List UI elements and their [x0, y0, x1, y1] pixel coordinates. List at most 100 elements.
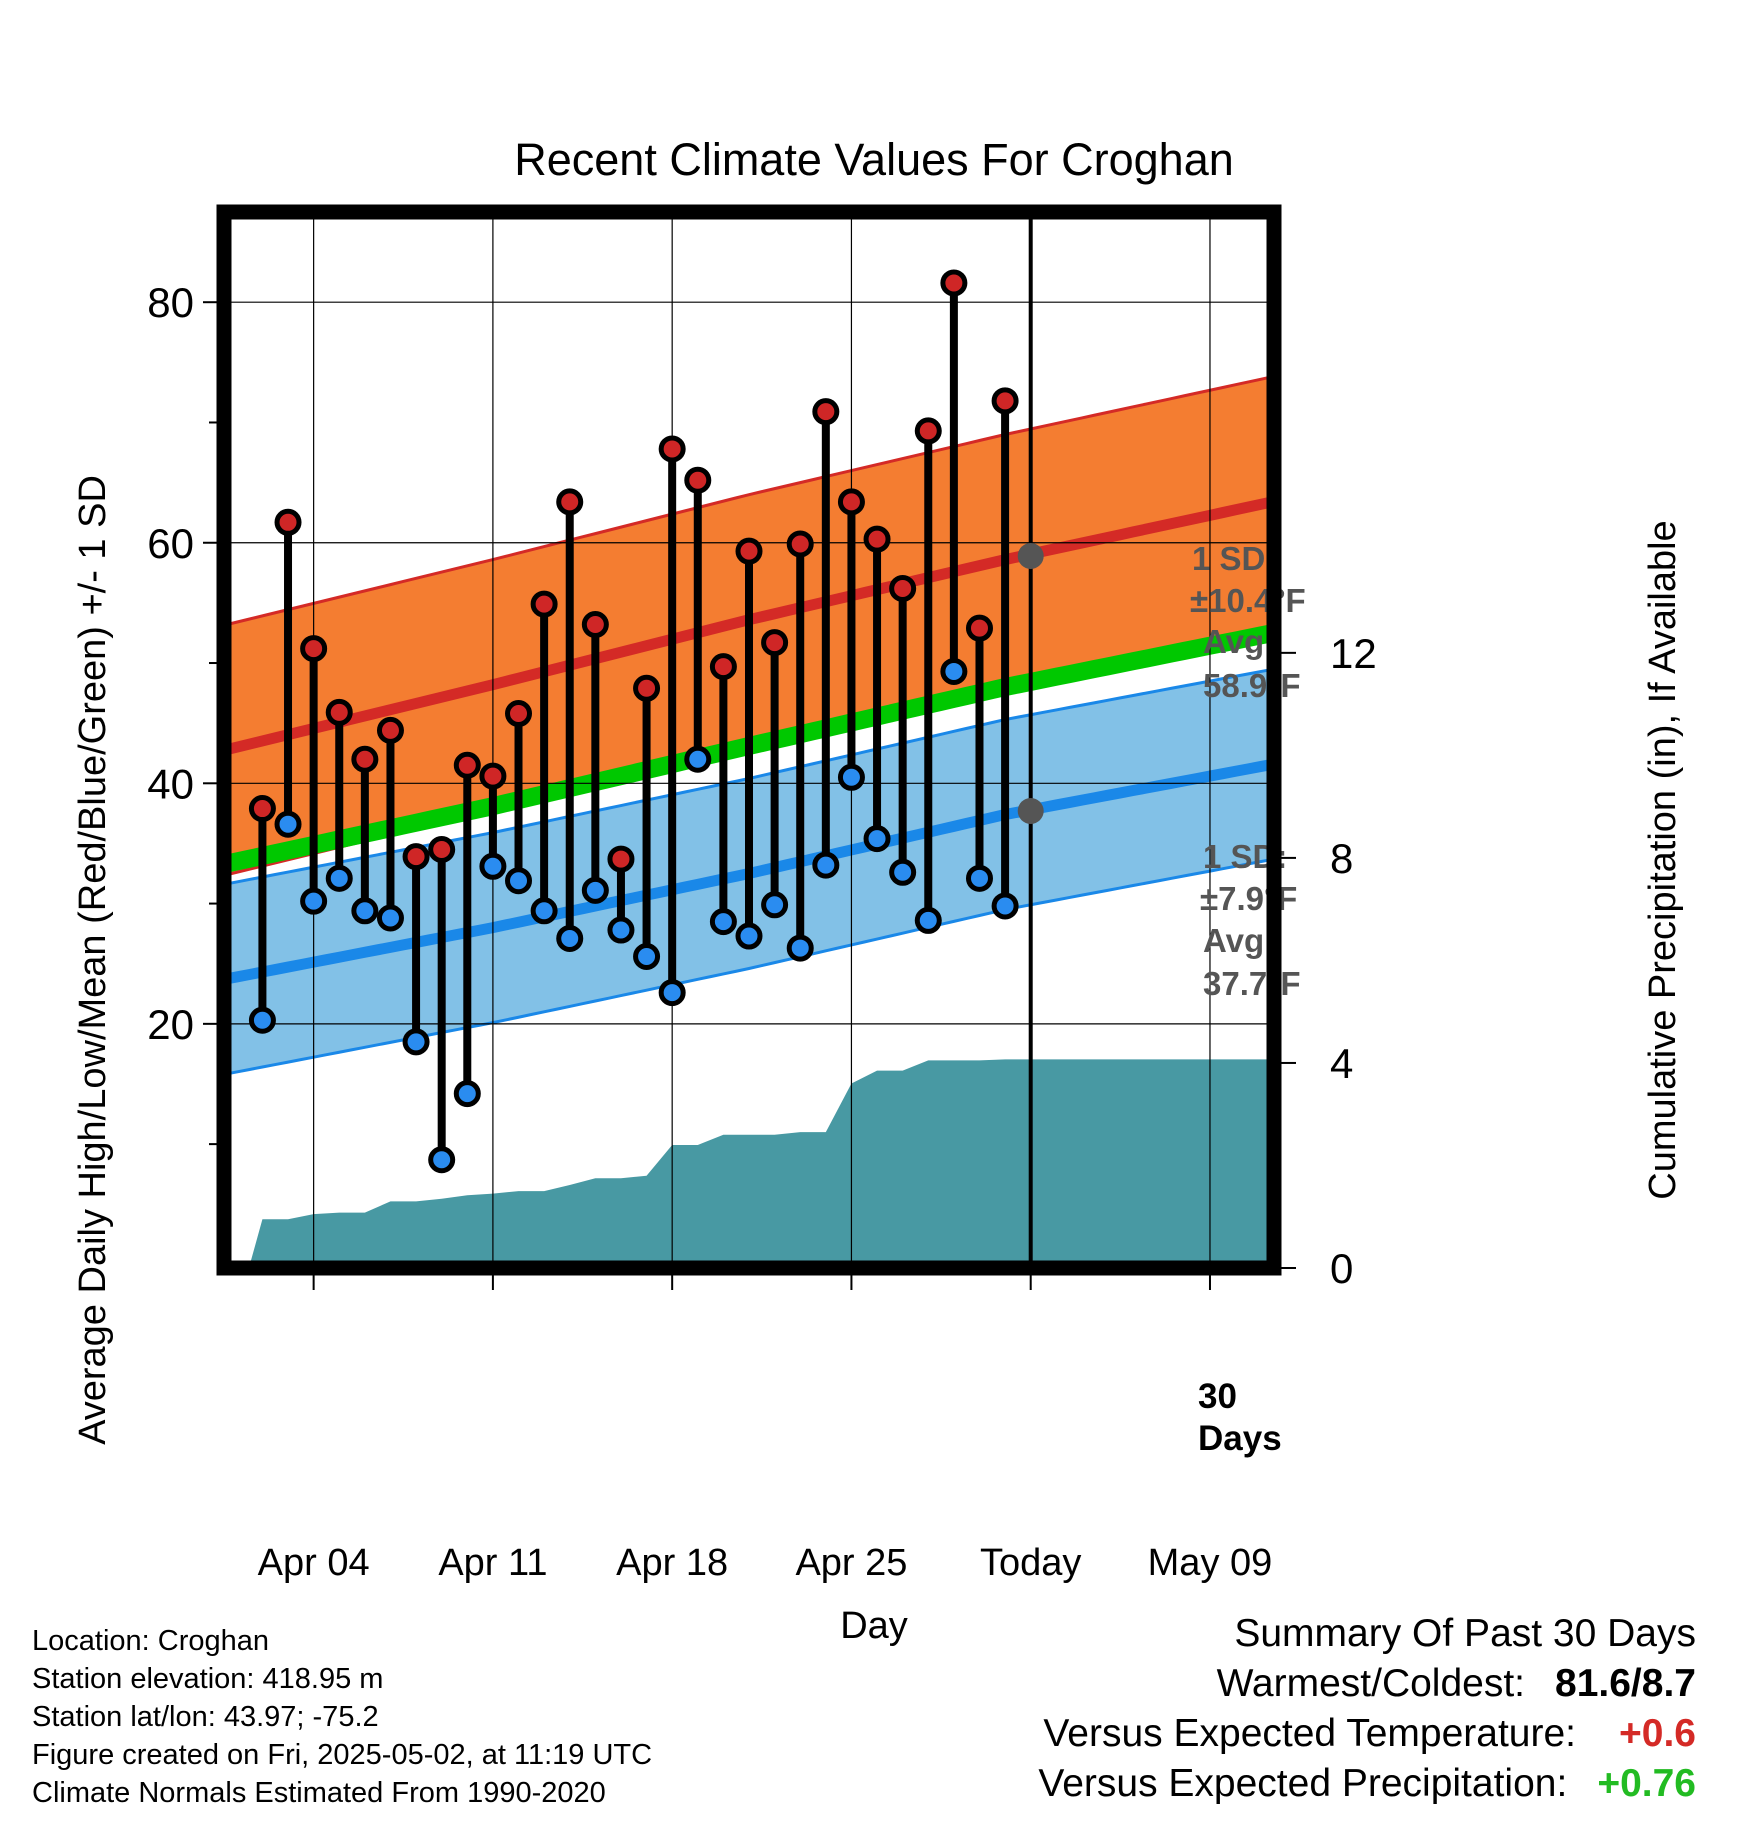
normals-text: Climate Normals Estimated From 1990-2020	[32, 1777, 606, 1809]
warm-cold-label: Warmest/Coldest:	[1216, 1662, 1526, 1705]
daily-high-point	[940, 269, 968, 297]
daily-high-point	[709, 653, 737, 681]
location-text: Location: Croghan	[32, 1625, 269, 1657]
daily-low-point	[607, 916, 635, 944]
daily-high-point	[325, 698, 353, 726]
daily-low-point	[581, 876, 609, 904]
daily-low-point	[940, 657, 968, 685]
daily-low-point	[709, 908, 737, 936]
y-tick-label-left: 20	[147, 1001, 194, 1048]
high-sd-label: 1 SD:	[1192, 540, 1276, 577]
x-tick-label: Apr 04	[258, 1542, 370, 1584]
y-tick-label-left: 80	[147, 279, 194, 326]
daily-high-point	[786, 530, 814, 558]
daily-high-point	[351, 745, 379, 773]
daily-low-point	[633, 942, 661, 970]
y-tick-label-left: 60	[147, 520, 194, 567]
daily-low-point	[658, 979, 686, 1007]
daily-low-point	[812, 851, 840, 879]
daily-high-point	[274, 508, 302, 536]
station-info: Location: Croghan Station elevation: 418…	[32, 1622, 652, 1812]
x-tick-label: Apr 25	[795, 1542, 907, 1584]
low-avg-value: 37.7°F	[1203, 965, 1301, 1002]
temp-anomaly-label: Versus Expected Temperature:	[1043, 1712, 1576, 1755]
plot-frame	[216, 204, 1282, 1276]
days-word-label: Days	[1198, 1419, 1282, 1458]
daily-low-point	[556, 924, 584, 952]
daily-high-point	[607, 845, 635, 873]
daily-low-point	[530, 897, 558, 925]
daily-high-point	[658, 435, 686, 463]
y-tick-label-right: 12	[1330, 630, 1377, 677]
low-sd-value: ±7.9°F	[1200, 880, 1297, 917]
x-tick-label: Today	[980, 1542, 1081, 1584]
daily-high-point	[735, 537, 763, 565]
daily-low-point	[505, 867, 533, 895]
daily-high-point	[914, 417, 942, 445]
days-count-label: 30	[1198, 1377, 1237, 1416]
daily-high-point	[684, 466, 712, 494]
daily-high-point	[505, 700, 533, 728]
daily-high-point	[633, 674, 661, 702]
daily-high-point	[453, 751, 481, 779]
daily-high-point	[428, 835, 456, 863]
today-low-avg-marker	[1017, 797, 1044, 824]
summary-title: Summary Of Past 30 Days	[1234, 1612, 1696, 1655]
high-avg-label: Avg:	[1203, 623, 1275, 660]
precip-area	[224, 1059, 1274, 1268]
daily-low-point	[761, 891, 789, 919]
temp-anomaly-value: +0.6	[1619, 1712, 1696, 1755]
daily-low-point	[991, 892, 1019, 920]
low-avg-label: Avg:	[1203, 922, 1275, 959]
precip-anomaly-value: +0.76	[1597, 1762, 1696, 1805]
daily-high-point	[556, 488, 584, 516]
high-avg-value: 58.9°F	[1203, 667, 1301, 704]
daily-high-point	[837, 488, 865, 516]
daily-high-point	[248, 795, 276, 823]
daily-high-point	[402, 843, 430, 871]
daily-low-point	[914, 906, 942, 934]
daily-low-point	[300, 887, 328, 915]
daily-low-point	[735, 922, 763, 950]
daily-high-point	[530, 590, 558, 618]
daily-low-point	[248, 1006, 276, 1034]
daily-low-point	[684, 745, 712, 773]
warm-cold-value: 81.6/8.7	[1555, 1662, 1696, 1705]
today-high-avg-marker	[1017, 542, 1044, 569]
x-tick-label: Apr 18	[616, 1542, 728, 1584]
latlon-text: Station lat/lon: 43.97; -75.2	[32, 1701, 379, 1733]
daily-low-point	[351, 897, 379, 925]
daily-low-point	[889, 858, 917, 886]
daily-low-point	[965, 864, 993, 892]
y-axis-label-left: Average Daily High/Low/Mean (Red/Blue/Gr…	[72, 475, 114, 1445]
x-tick-label: Apr 11	[438, 1542, 547, 1584]
daily-low-point	[428, 1146, 456, 1174]
elevation-text: Station elevation: 418.95 m	[32, 1663, 384, 1695]
y-axis-label-right: Cumulative Precipitation (in), If Availa…	[1642, 520, 1684, 1199]
created-text: Figure created on Fri, 2025-05-02, at 11…	[32, 1739, 653, 1771]
precip-anomaly-label: Versus Expected Precipitation:	[1038, 1762, 1568, 1805]
y-tick-label-right: 4	[1330, 1040, 1353, 1087]
daily-low-point	[479, 852, 507, 880]
daily-high-point	[479, 762, 507, 790]
high-sd-value: ±10.4°F	[1190, 582, 1306, 619]
daily-low-point	[376, 904, 404, 932]
x-axis-label: Day	[840, 1605, 908, 1647]
x-tick-label: May 09	[1148, 1542, 1273, 1584]
daily-high-point	[812, 398, 840, 426]
daily-high-point	[991, 387, 1019, 415]
chart-title: Recent Climate Values For Croghan	[514, 134, 1234, 185]
y-tick-label-right: 0	[1330, 1245, 1353, 1292]
daily-low-point	[863, 825, 891, 853]
y-tick-label-right: 8	[1330, 835, 1353, 882]
daily-high-point	[300, 635, 328, 663]
y-tick-label-left: 40	[147, 760, 194, 807]
daily-low-point	[402, 1028, 430, 1056]
daily-low-point	[453, 1080, 481, 1108]
daily-high-point	[581, 611, 609, 639]
daily-low-point	[837, 763, 865, 791]
low-sd-lower-edge	[224, 857, 1274, 1076]
daily-low-point	[325, 864, 353, 892]
